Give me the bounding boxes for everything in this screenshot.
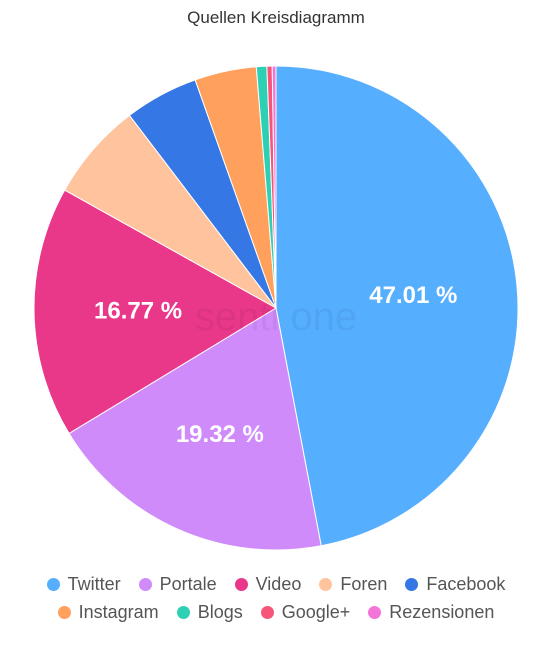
legend-item-facebook[interactable]: Facebook: [405, 574, 505, 595]
legend-label: Instagram: [78, 602, 159, 622]
legend-color-dot: [138, 578, 152, 591]
pie-slice-video[interactable]: [33, 189, 277, 435]
slice-label-portale: 19.32 %: [176, 421, 264, 448]
pie-slice-twitter[interactable]: [275, 65, 519, 547]
legend-label: Video: [255, 574, 302, 594]
legend-label: Portale: [159, 574, 217, 594]
legend-item-foren[interactable]: Foren: [319, 574, 387, 595]
legend-row-2: Instagram Blogs Google+ Rezensionen: [0, 602, 552, 623]
legend-color-dot: [319, 578, 333, 591]
legend-label: Foren: [340, 574, 388, 594]
pie-labels: 47.01 % 19.32 % 16.77 %: [94, 282, 457, 448]
legend-color-dot: [260, 606, 274, 619]
legend-color-dot: [46, 578, 60, 591]
legend-item-rezensionen[interactable]: Rezensionen: [368, 602, 494, 623]
legend-item-google-[interactable]: Google+: [260, 602, 351, 623]
legend-item-instagram[interactable]: Instagram: [57, 602, 159, 623]
pie-chart: senti one 47.01 % 19.32 % 16.77 %: [33, 65, 519, 551]
legend-item-blogs[interactable]: Blogs: [176, 602, 243, 623]
legend-label: Rezensionen: [389, 602, 495, 622]
legend-row-1: Twitter Portale Video Foren Facebook: [0, 574, 552, 595]
chart-title: Quellen Kreisdiagramm: [187, 8, 365, 27]
slice-label-twitter: 47.01 %: [369, 282, 457, 309]
pie-slice-rezensionen[interactable]: [271, 65, 277, 309]
legend-color-dot: [234, 578, 248, 591]
legend-color-dot: [368, 606, 382, 619]
slice-label-video: 16.77 %: [94, 297, 182, 324]
legend-label: Blogs: [197, 602, 243, 622]
pie-slice-portale[interactable]: [68, 307, 322, 551]
legend-color-dot: [57, 606, 71, 619]
legend-item-twitter[interactable]: Twitter: [46, 574, 121, 595]
watermark: senti one: [195, 295, 357, 339]
legend-label: Facebook: [426, 574, 506, 594]
legend-color-dot: [176, 606, 190, 619]
legend-color-dot: [405, 578, 419, 591]
legend-label: Google+: [281, 602, 351, 622]
legend-item-video[interactable]: Video: [234, 574, 302, 595]
legend-label: Twitter: [67, 574, 121, 594]
pie-slices: [33, 65, 519, 551]
legend-item-portale[interactable]: Portale: [138, 574, 217, 595]
